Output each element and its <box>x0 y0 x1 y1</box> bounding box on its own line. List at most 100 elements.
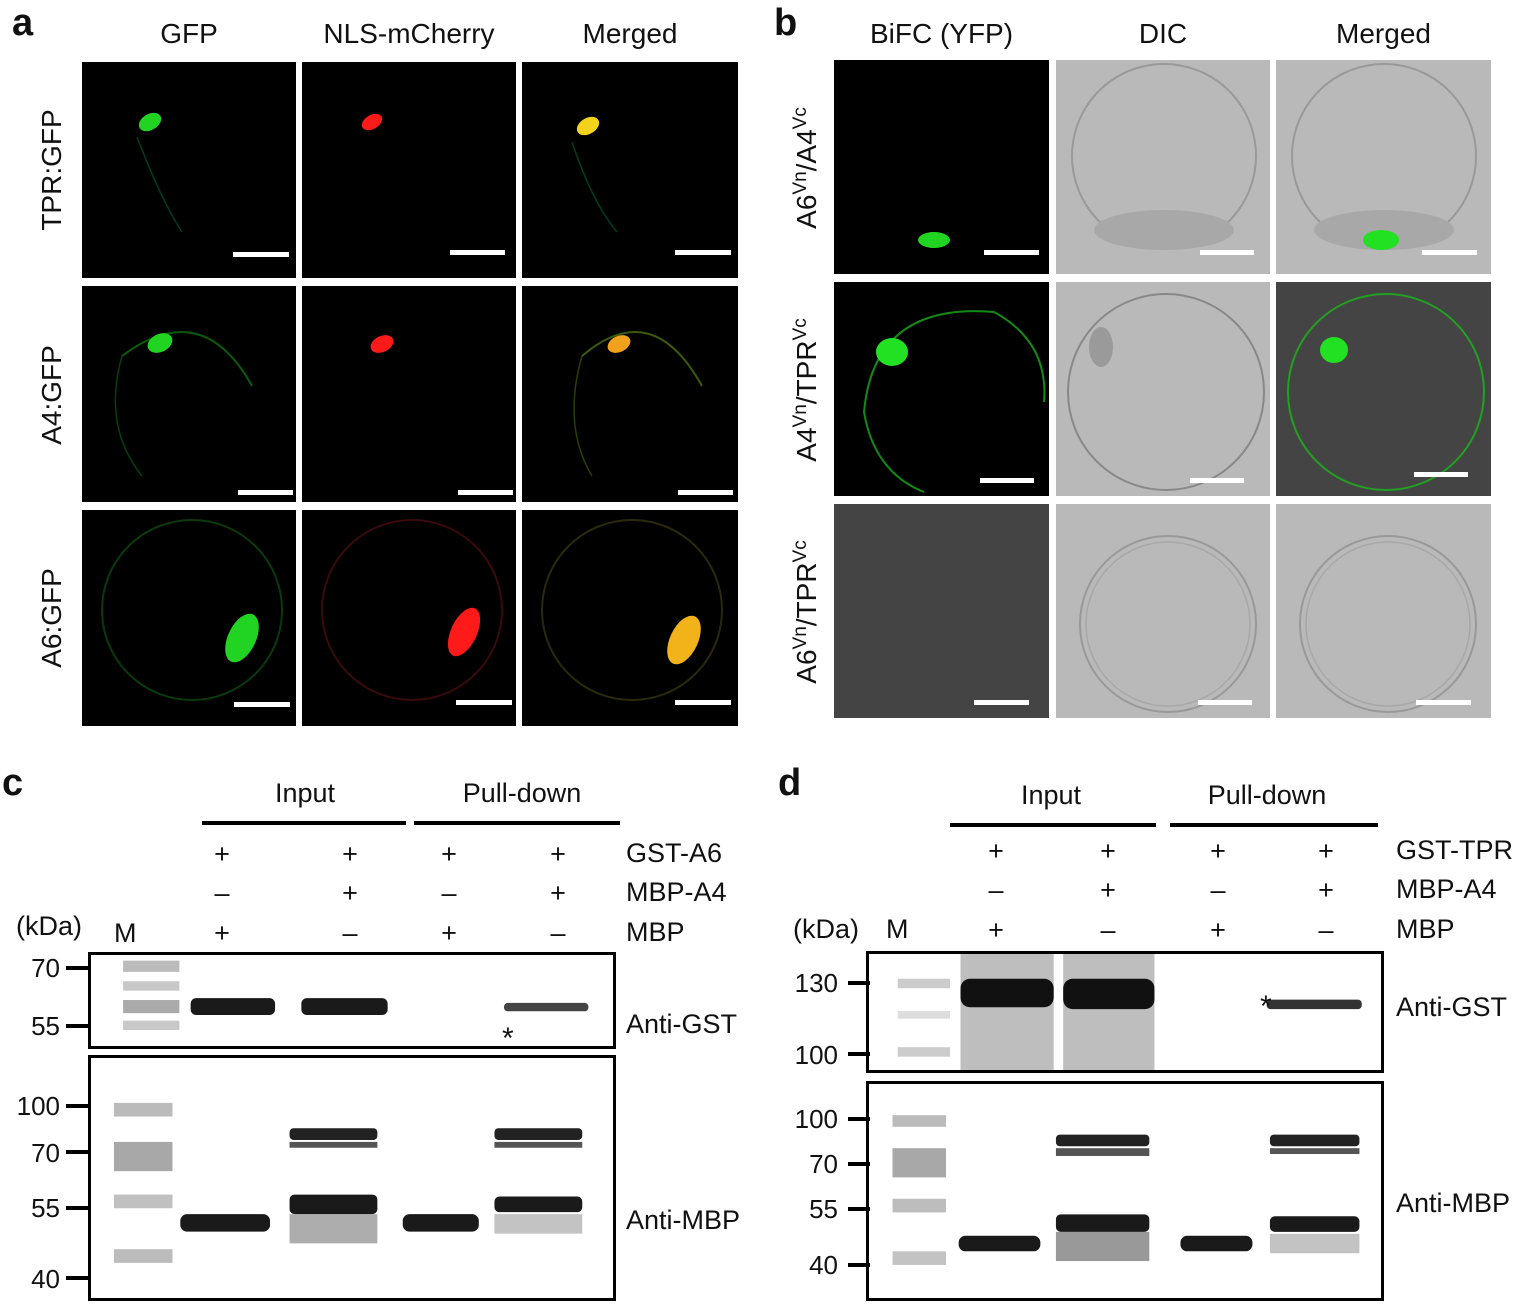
image-tpr-merged <box>522 62 738 278</box>
panel-d-pulldown-underline <box>1170 823 1378 827</box>
d-cond-mbp: MBP <box>1396 914 1455 944</box>
image-merged-a6-tpr <box>1276 504 1491 718</box>
c-gst-lane2: + <box>342 839 358 869</box>
c-mw-55: 55 <box>31 1011 60 1041</box>
c-mbpa4-lane3: – <box>441 878 457 908</box>
panel-d-group-pulldown: Pull-down <box>1207 780 1327 810</box>
c-tick <box>66 1024 88 1028</box>
d-tick <box>848 1207 870 1211</box>
scale-bar <box>1200 250 1254 255</box>
c-tick <box>66 966 88 970</box>
d-tick <box>848 1162 870 1166</box>
panel-c-label: c <box>2 762 24 804</box>
d-antibody-mbp: Anti-MBP <box>1396 1188 1511 1218</box>
d-mbpa4-lane1: – <box>988 875 1004 905</box>
c-mbpa4-lane4: + <box>550 878 566 908</box>
image-a6-nls <box>302 510 516 726</box>
d-mw-100: 100 <box>794 1040 838 1070</box>
scale-bar <box>678 490 733 495</box>
panel-a-col-gfp: GFP <box>160 18 218 49</box>
panel-a-row-a4: A4:GFP <box>36 345 67 445</box>
panel-b-row-3: A6Vn/TPRVc <box>789 540 823 684</box>
c-tick <box>66 1104 88 1108</box>
c-kda-label: (kDa) <box>16 911 82 941</box>
image-a6-merged <box>522 510 738 726</box>
d-mbpa4-lane3: – <box>1210 875 1226 905</box>
scale-bar <box>1190 478 1244 483</box>
d-marker-label: M <box>886 914 909 944</box>
c-mw-100: 100 <box>16 1091 60 1121</box>
scale-bar <box>980 478 1034 483</box>
panel-b-label: b <box>774 2 798 44</box>
c-star: * <box>502 1022 514 1055</box>
d-tick <box>848 1052 870 1056</box>
scale-bar <box>1198 700 1252 705</box>
d-tick <box>848 981 870 985</box>
d-mbp-lane2: – <box>1100 915 1116 945</box>
c-blot-anti-mbp <box>88 1055 616 1301</box>
scale-bar <box>238 490 293 495</box>
d-star: * <box>1260 990 1272 1023</box>
scale-bar <box>456 700 512 705</box>
scale-bar <box>675 250 731 255</box>
d-tick <box>848 1263 870 1267</box>
d-mbp-lane4: – <box>1318 915 1334 945</box>
c-mw-55b: 55 <box>31 1193 60 1223</box>
scale-bar <box>1422 250 1477 255</box>
panel-d-label: d <box>778 762 802 804</box>
image-merged-a6-a4 <box>1276 60 1491 274</box>
image-bifc-a6-tpr <box>834 504 1049 718</box>
scale-bar <box>984 250 1039 255</box>
c-gst-lane4: + <box>550 839 566 869</box>
d-kda-label: (kDa) <box>793 914 859 944</box>
c-cond-mbpa4: MBP-A4 <box>626 877 727 907</box>
image-tpr-nls <box>302 62 516 278</box>
d-gst-lane4: + <box>1318 836 1334 866</box>
panel-c-input-underline <box>202 821 406 825</box>
c-marker-label: M <box>114 918 137 948</box>
d-gst-lane2: + <box>1100 836 1116 866</box>
c-blot-anti-gst <box>88 952 616 1049</box>
panel-c-group-input: Input <box>274 778 336 808</box>
panel-b-col-merged: Merged <box>1336 18 1431 49</box>
panel-a-row-tpr: TPR:GFP <box>36 109 67 231</box>
c-mbp-lane4: – <box>550 918 566 948</box>
c-mw-40: 40 <box>31 1264 60 1294</box>
scale-bar <box>1416 700 1471 705</box>
c-tick <box>66 1276 88 1280</box>
c-mw-70: 70 <box>31 953 60 983</box>
c-cond-mbp: MBP <box>626 917 685 947</box>
image-a6-gfp <box>82 510 296 726</box>
d-mw-70: 70 <box>809 1149 838 1179</box>
image-dic-a6-a4 <box>1056 60 1270 274</box>
panel-b-row-2: A4Vn/TPRVc <box>789 318 823 462</box>
c-mbp-lane3: + <box>441 918 457 948</box>
scale-bar <box>233 252 289 257</box>
d-blot-anti-mbp <box>866 1081 1384 1301</box>
c-mbp-lane2: – <box>342 918 358 948</box>
panel-b-col-dic: DIC <box>1138 18 1188 49</box>
d-cond-gst: GST-TPR <box>1396 835 1514 865</box>
image-a4-gfp <box>82 286 296 502</box>
d-mbpa4-lane4: + <box>1318 875 1334 905</box>
c-cond-gst: GST-A6 <box>626 838 723 868</box>
d-mw-40: 40 <box>809 1250 838 1280</box>
image-tpr-gfp <box>82 62 296 278</box>
scale-bar <box>450 250 505 255</box>
scale-bar <box>458 490 513 495</box>
image-a4-merged <box>522 286 738 502</box>
d-gst-lane1: + <box>988 836 1004 866</box>
c-mbpa4-lane2: + <box>342 878 358 908</box>
d-mw-100b: 100 <box>794 1104 838 1134</box>
c-gst-lane3: + <box>441 839 457 869</box>
scale-bar <box>1414 472 1468 477</box>
panel-b-col-bifc: BiFC (YFP) <box>869 18 1014 49</box>
panel-a-col-nls: NLS-mCherry <box>323 18 495 49</box>
c-tick <box>66 1150 88 1154</box>
d-tick <box>848 1117 870 1121</box>
panel-a-row-a6: A6:GFP <box>36 568 67 668</box>
scale-bar <box>974 700 1029 705</box>
d-blot-anti-gst <box>866 951 1384 1073</box>
d-cond-mbpa4: MBP-A4 <box>1396 874 1497 904</box>
panel-d-input-underline <box>950 823 1156 827</box>
